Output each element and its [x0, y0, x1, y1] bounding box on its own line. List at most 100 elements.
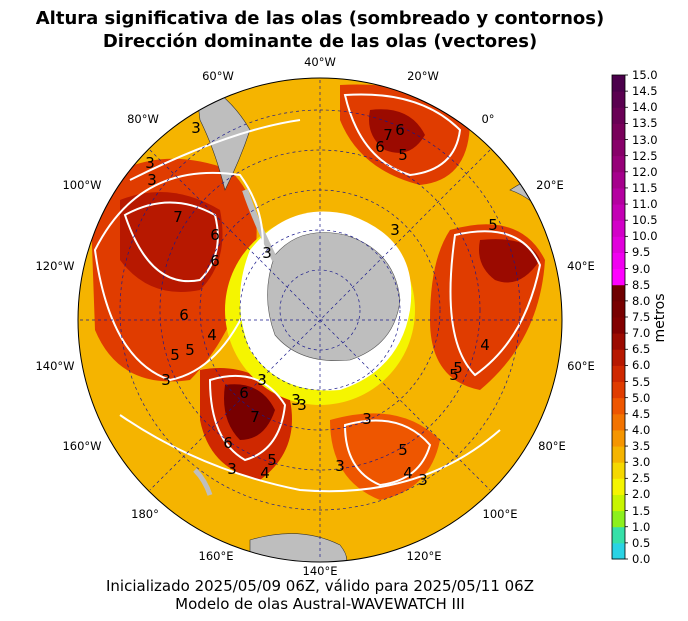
contour-label: 6 — [179, 306, 189, 324]
lon-label-160e: 160°E — [198, 549, 234, 563]
lon-label-80w: 80°W — [127, 112, 159, 126]
antarctic-peninsula — [242, 189, 278, 262]
lon-label-40e: 40°E — [567, 259, 595, 273]
contour-label: 4 — [260, 464, 270, 482]
colorbar-tick-label: 12.0 — [632, 164, 658, 179]
lon-label-100e: 100°E — [482, 507, 518, 521]
contour-label: 6 — [375, 138, 385, 156]
colorbar-tick-label: 4.5 — [632, 406, 651, 421]
footer-model: Modelo de olas Austral-WAVEWATCH III — [175, 595, 465, 613]
colorbar-tick-label: 10.5 — [632, 213, 658, 228]
contour-label: 5 — [449, 366, 459, 384]
contour-label: 3 — [147, 171, 157, 189]
lon-label-140w: 140°W — [35, 359, 75, 373]
colorbar-swatch — [612, 317, 625, 334]
contour-label: 3 — [418, 471, 428, 489]
contour-label: 5 — [398, 146, 408, 164]
colorbar-swatch — [612, 413, 625, 431]
contour-label: 7 — [383, 126, 393, 144]
colorbar-tick-label: 3.5 — [632, 439, 651, 454]
colorbar-tick-label: 14.0 — [632, 100, 658, 115]
australia — [249, 533, 347, 562]
lon-label-80e: 80°E — [538, 439, 566, 453]
contour-label: 3 — [191, 119, 201, 137]
contour-label: 5 — [488, 216, 498, 234]
map-title: Altura significativa de las olas (sombre… — [35, 8, 605, 29]
footer-init-valid: Inicializado 2025/05/09 06Z, válido para… — [106, 577, 534, 595]
colorbar-swatch — [612, 91, 625, 108]
colorbar-tick-label: 5.5 — [632, 374, 651, 389]
colorbar-tick-label: 10.0 — [632, 229, 658, 244]
lon-label-60w: 60°W — [202, 69, 234, 83]
contour-label: 7 — [250, 408, 260, 426]
colorbar-tick-label: 9.5 — [632, 245, 651, 260]
lon-label-20w: 20°W — [407, 69, 439, 83]
colorbar-swatch — [612, 204, 625, 221]
colorbar-tick-label: 6.0 — [632, 358, 651, 373]
colorbar-tick-label: 1.0 — [632, 519, 651, 534]
colorbar-tick-label: 13.0 — [632, 132, 658, 147]
colorbar-swatch — [612, 446, 625, 463]
lon-label-20e: 20°E — [536, 178, 564, 192]
contour-label: 5 — [453, 359, 463, 377]
colorbar-tick-label: 3.0 — [632, 455, 651, 470]
lon-label-0: 0° — [481, 112, 495, 126]
colorbar-tick-label: 1.5 — [632, 503, 651, 518]
colorbar-swatch — [612, 300, 625, 318]
colorbar-tick-label: 5.0 — [632, 390, 651, 405]
colorbar-swatch — [612, 139, 625, 157]
lon-label-140e: 140°E — [302, 564, 338, 578]
antarctica — [267, 232, 401, 361]
colorbar-swatch — [612, 381, 625, 399]
colorbar-tick-label: 15.0 — [632, 68, 658, 82]
map-boundary — [77, 77, 563, 563]
colorbar — [611, 74, 628, 560]
contour-label: 5 — [267, 451, 277, 469]
contour-label: 6 — [210, 252, 220, 270]
contour-label: 3 — [227, 460, 237, 478]
lon-label-100w: 100°W — [62, 178, 102, 192]
colorbar-swatch — [612, 494, 625, 512]
colorbar-swatch — [612, 510, 625, 528]
contour-label: 4 — [403, 464, 413, 482]
colorbar-swatch — [612, 171, 625, 189]
contour-label: 3 — [297, 396, 307, 414]
colorbar-tick-label: 0.5 — [632, 535, 651, 550]
contour-label: 6 — [239, 384, 249, 402]
colorbar-tick-label: 6.5 — [632, 342, 651, 357]
colorbar-swatch — [612, 268, 625, 286]
colorbar-label: metros — [652, 293, 668, 343]
colorbar-tick-label: 11.5 — [632, 180, 658, 195]
lon-label-120e: 120°E — [406, 549, 442, 563]
colorbar-swatch — [612, 365, 625, 383]
colorbar-swatch — [612, 542, 625, 560]
contour-label: 4 — [480, 336, 490, 354]
contour-label: 6 — [210, 226, 220, 244]
colorbar-tick-label: 12.5 — [632, 148, 658, 163]
contour-label: 5 — [185, 341, 195, 359]
swell-zone-east-core — [479, 239, 540, 283]
contour-label: 4 — [207, 326, 217, 344]
colorbar-tick-label: 2.5 — [632, 471, 651, 486]
colorbar-swatch — [612, 526, 625, 544]
contour-label: 6 — [395, 121, 405, 139]
colorbar-swatch — [612, 236, 625, 253]
colorbar-tick-label: 7.5 — [632, 310, 651, 324]
contour-label: 3 — [335, 457, 345, 475]
colorbar-tick-label: 8.0 — [632, 293, 651, 308]
colorbar-tick-label: 7.0 — [632, 326, 651, 341]
contour-label: 3 — [145, 154, 155, 172]
contour-label: 7 — [173, 208, 183, 226]
swell-zone-north-core — [369, 109, 425, 153]
new-zealand — [193, 468, 213, 496]
contour-label: 3 — [262, 244, 272, 262]
colorbar-swatch — [612, 462, 625, 479]
colorbar-swatch — [612, 252, 625, 270]
colorbar-tick-label: 9.0 — [632, 261, 651, 276]
colorbar-swatch — [612, 187, 625, 205]
contour-label: 3 — [390, 221, 400, 239]
colorbar-swatch — [612, 123, 625, 141]
contour-label: 5 — [170, 346, 180, 364]
